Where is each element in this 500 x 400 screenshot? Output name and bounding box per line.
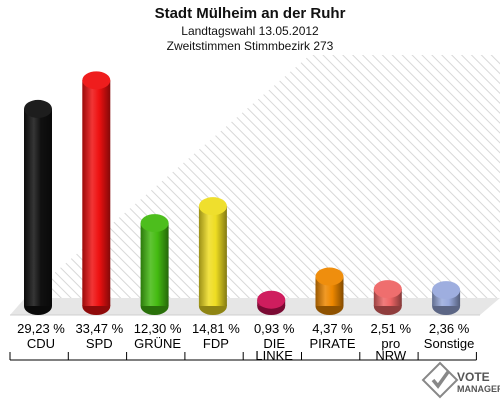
bar-fdp <box>198 197 227 315</box>
bar-top <box>24 99 52 118</box>
bar-top <box>82 71 111 90</box>
bar-top <box>315 267 344 286</box>
bar-body <box>140 223 169 306</box>
vote-manager-logo: VOTE MANAGER <box>421 361 500 399</box>
category-label-die-linke-2: LINKE <box>255 348 293 363</box>
value-label-gr-ne: 12,30 % <box>134 321 182 336</box>
value-label-sonstige: 2,36 % <box>429 321 470 336</box>
value-label-pirate: 4,37 % <box>312 321 353 336</box>
bar-spd <box>82 71 111 315</box>
checkmark-icon <box>421 361 459 399</box>
chart-subtitle-line-2: Zweitstimmen Stimmbezirk 273 <box>167 39 334 53</box>
category-label-pro-nrw-1: pro <box>381 336 400 351</box>
value-label-pro-nrw: 2,51 % <box>371 321 412 336</box>
bar-pro-nrw <box>373 280 402 315</box>
logo-line-2: MANAGER <box>457 384 500 394</box>
bar-top <box>140 214 169 233</box>
category-label-gr-ne: GRÜNE <box>134 336 181 351</box>
bars-layer <box>24 71 461 315</box>
category-label-die-linke-1: DIE <box>263 336 285 351</box>
value-label-fdp: 14,81 % <box>192 321 240 336</box>
value-labels-layer: 29,23 % 33,47 % 12,30 % 14,81 % 0,93 % 4,37 %… <box>17 321 470 336</box>
bar-gr-ne <box>140 214 169 315</box>
category-label-pirate: PIRATE <box>310 336 356 351</box>
category-label-cdu: CDU <box>27 336 55 351</box>
bar-top <box>432 281 461 300</box>
category-label-sonstige: Sonstige <box>424 336 475 351</box>
category-label-spd: SPD <box>86 336 113 351</box>
bar-body <box>24 108 52 307</box>
bar-body <box>82 80 111 306</box>
bar-top <box>373 280 402 299</box>
logo-line-1: VOTE <box>457 370 490 384</box>
bar-sonstige <box>432 281 461 315</box>
bar-top <box>198 197 227 216</box>
category-label-fdp: FDP <box>203 336 229 351</box>
bar-die-linke <box>257 290 286 315</box>
chart-subtitle-line-1: Landtagswahl 13.05.2012 <box>181 24 319 38</box>
bar-top <box>257 290 286 309</box>
value-label-spd: 33,47 % <box>75 321 123 336</box>
category-label-pro-nrw-2: NRW <box>375 348 407 363</box>
chart-title: Stadt Mülheim an der Ruhr <box>155 5 346 22</box>
value-label-cdu: 29,23 % <box>17 321 65 336</box>
bar-body <box>198 206 227 306</box>
value-label-die-linke: 0,93 % <box>254 321 295 336</box>
bar-cdu <box>24 99 52 315</box>
bar-pirate <box>315 267 344 315</box>
